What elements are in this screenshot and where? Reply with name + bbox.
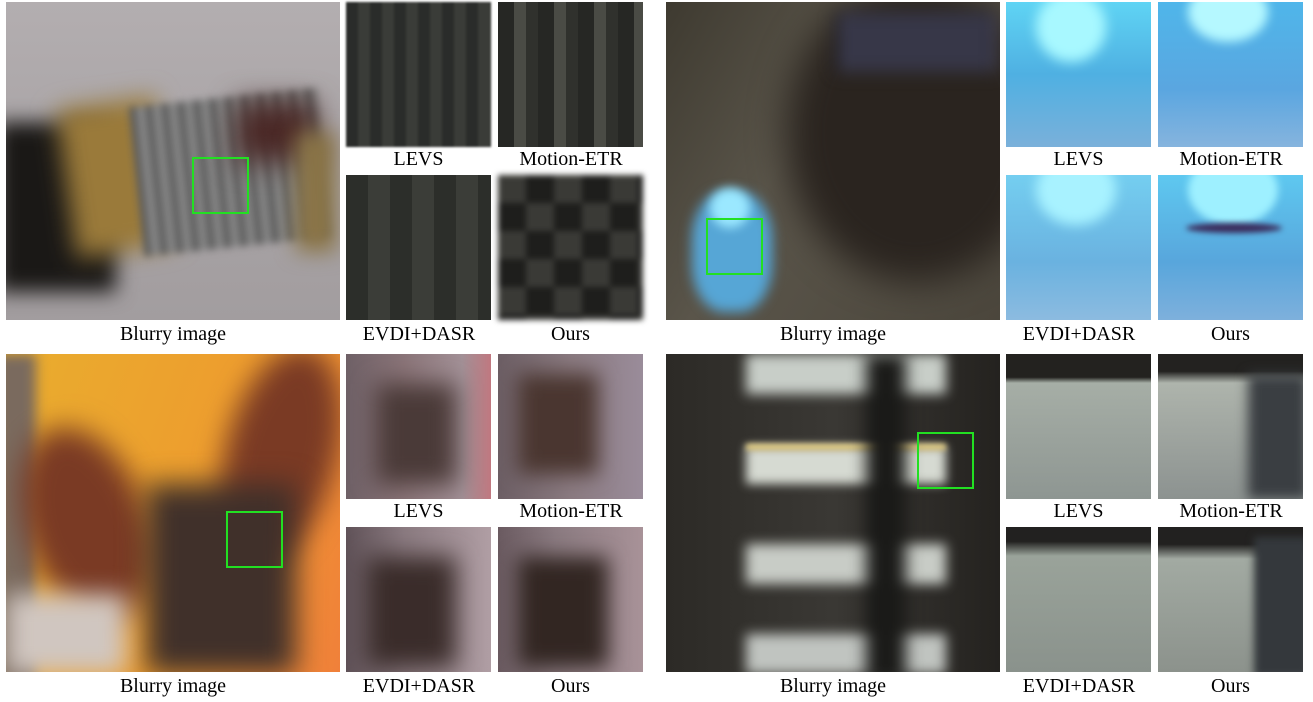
caption-ours: Ours bbox=[551, 675, 590, 697]
crop-evdi-dasr bbox=[346, 527, 491, 672]
panel-checkerboard: Blurry image LEVS Motion-ETR EVDI+DASR O… bbox=[0, 0, 643, 350]
crop-ours bbox=[1158, 175, 1303, 320]
caption-evdi-dasr: EVDI+DASR bbox=[1022, 675, 1136, 697]
crop-motion-etr bbox=[1158, 2, 1303, 147]
caption-blurry-image: Blurry image bbox=[119, 323, 227, 345]
crop-evdi-dasr bbox=[1006, 527, 1151, 672]
caption-ours: Ours bbox=[1211, 675, 1250, 697]
caption-evdi-dasr: EVDI+DASR bbox=[362, 323, 476, 345]
caption-motion-etr: Motion-ETR bbox=[1179, 148, 1283, 170]
roi-box bbox=[706, 218, 763, 275]
caption-evdi-dasr: EVDI+DASR bbox=[362, 675, 476, 697]
caption-levs: LEVS bbox=[393, 148, 444, 170]
panel-shelves: Blurry image LEVS Motion-ETR EVDI+DASR O… bbox=[660, 352, 1303, 702]
caption-blurry-image: Blurry image bbox=[119, 675, 227, 697]
roi-box bbox=[917, 432, 974, 489]
caption-ours: Ours bbox=[551, 323, 590, 345]
caption-evdi-dasr: EVDI+DASR bbox=[1022, 323, 1136, 345]
crop-ours bbox=[498, 175, 643, 320]
roi-box bbox=[192, 157, 249, 214]
caption-motion-etr: Motion-ETR bbox=[519, 500, 623, 522]
caption-blurry-image: Blurry image bbox=[779, 323, 887, 345]
caption-blurry-image: Blurry image bbox=[779, 675, 887, 697]
crop-motion-etr bbox=[498, 354, 643, 499]
crop-motion-etr bbox=[1158, 354, 1303, 499]
caption-levs: LEVS bbox=[393, 500, 444, 522]
crop-ours bbox=[1158, 527, 1303, 672]
caption-ours: Ours bbox=[1211, 323, 1250, 345]
crop-motion-etr bbox=[498, 2, 643, 147]
crop-levs bbox=[346, 2, 491, 147]
crop-evdi-dasr bbox=[1006, 175, 1151, 320]
caption-levs: LEVS bbox=[1053, 148, 1104, 170]
panel-blue-object: Blurry image LEVS Motion-ETR EVDI+DASR O… bbox=[660, 0, 1303, 350]
blurry-image bbox=[666, 2, 1000, 320]
caption-motion-etr: Motion-ETR bbox=[1179, 500, 1283, 522]
crop-levs bbox=[1006, 2, 1151, 147]
blurry-image bbox=[666, 354, 1000, 672]
blurry-image bbox=[6, 2, 340, 320]
roi-box bbox=[226, 511, 283, 568]
caption-motion-etr: Motion-ETR bbox=[519, 148, 623, 170]
crop-evdi-dasr bbox=[346, 175, 491, 320]
crop-levs bbox=[1006, 354, 1151, 499]
crop-levs bbox=[346, 354, 491, 499]
crop-ours bbox=[498, 527, 643, 672]
caption-levs: LEVS bbox=[1053, 500, 1104, 522]
blurry-image bbox=[6, 354, 340, 672]
panel-dog: Blurry image LEVS Motion-ETR EVDI+DASR O… bbox=[0, 352, 643, 702]
